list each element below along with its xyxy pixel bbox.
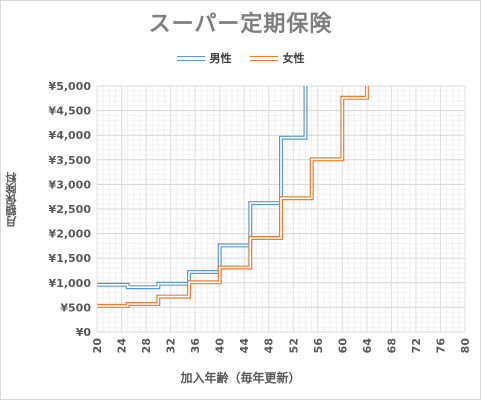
y-tick-label: ¥1,500: [49, 252, 92, 265]
legend: 男性 女性: [0, 50, 481, 66]
y-tick-label: ¥1,000: [49, 277, 92, 290]
y-tick-label: ¥0: [76, 326, 92, 339]
x-tick-label: 24: [116, 338, 129, 354]
chart-title: スーパー定期保険: [148, 12, 333, 37]
x-tick-label: 28: [140, 338, 153, 353]
y-tick-label: ¥5,000: [49, 80, 92, 93]
y-tick-label: ¥4,000: [49, 129, 92, 142]
x-tick-label: 64: [361, 338, 374, 354]
x-tick-label: 72: [410, 338, 423, 353]
x-tick-label: 32: [165, 338, 178, 353]
x-tick-label: 20: [91, 338, 104, 354]
x-tick-label: 60: [336, 338, 349, 354]
x-tick-label: 80: [459, 338, 472, 354]
legend-label-male: 男性: [209, 52, 232, 65]
x-tick-label: 40: [214, 338, 227, 354]
x-tick-label: 36: [189, 338, 202, 354]
x-tick-label: 68: [385, 338, 398, 353]
y-tick-label: ¥500: [60, 301, 91, 314]
legend-item-female: 女性: [249, 50, 305, 66]
x-axis-title: 加入年齢（毎年更新）: [180, 371, 301, 385]
x-tick-label: 52: [287, 338, 300, 353]
legend-label-female: 女性: [282, 52, 305, 65]
x-tick-label: 56: [312, 338, 325, 354]
y-tick-label: ¥2,500: [49, 203, 92, 216]
legend-swatch-male: [176, 55, 205, 61]
x-tick-label: 44: [238, 338, 251, 354]
y-tick-label: ¥3,500: [49, 154, 92, 167]
legend-swatch-female: [249, 55, 278, 61]
y-tick-label: ¥3,000: [49, 178, 92, 191]
x-tick-label: 76: [434, 338, 447, 354]
y-tick-label: ¥2,000: [49, 228, 92, 241]
series-female-line-inner: [97, 86, 368, 307]
y-tick-label: ¥4,500: [49, 105, 92, 118]
x-tick-label: 48: [263, 338, 276, 353]
legend-item-male: 男性: [176, 50, 232, 66]
